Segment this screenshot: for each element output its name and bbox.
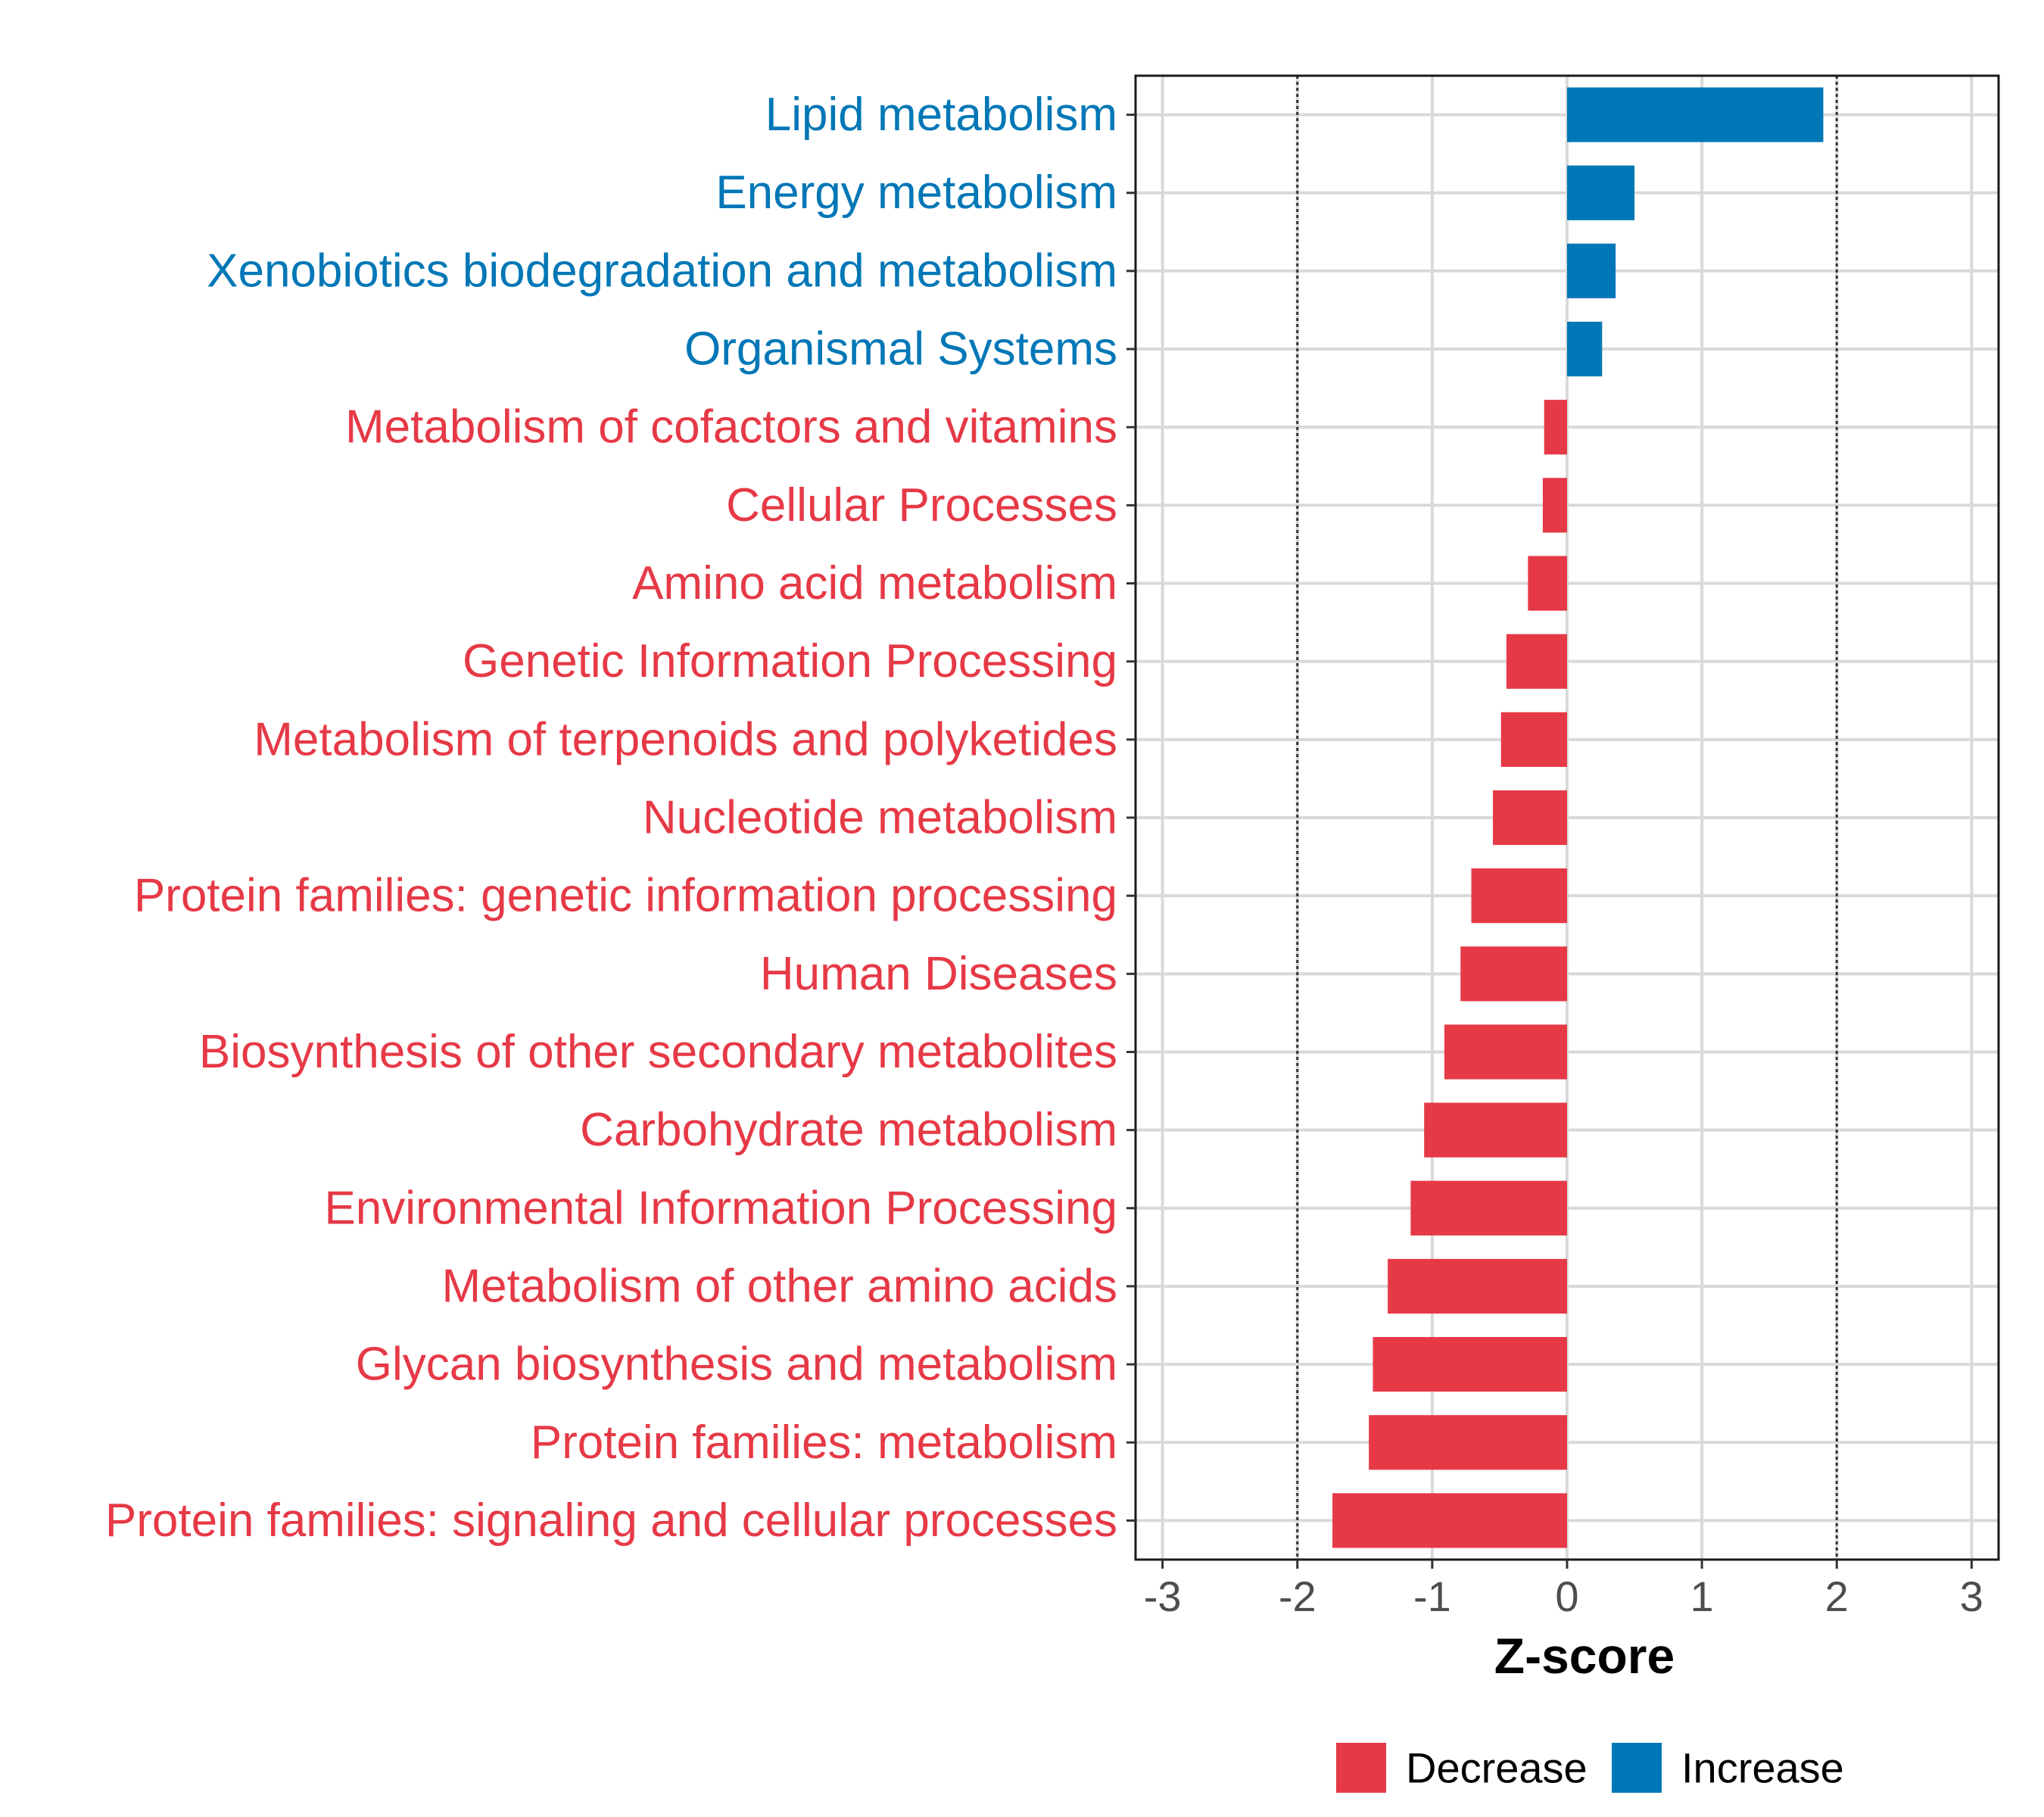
x-tick-label: 3 <box>1960 1572 1983 1620</box>
y-axis: Lipid metabolism Energy metabolism Xenobio… <box>105 89 1136 1547</box>
bar-decrease <box>1493 790 1567 846</box>
x-tick-label: -2 <box>1279 1572 1316 1620</box>
category-label: Metabolism of terpenoids and polyketides <box>254 713 1117 765</box>
category-label: Environmental Information Processing <box>324 1182 1117 1234</box>
category-label: Glycan biosynthesis and metabolism <box>356 1339 1117 1391</box>
bar-decrease <box>1388 1258 1567 1314</box>
category-label: Nucleotide metabolism <box>643 792 1117 844</box>
bar-decrease <box>1542 478 1567 533</box>
category-label: Energy metabolism <box>715 167 1117 219</box>
category-label: Protein families: metabolism <box>531 1417 1117 1469</box>
category-label: Biosynthesis of other secondary metaboli… <box>199 1026 1117 1078</box>
reference-line-layer <box>1296 76 1838 1560</box>
x-tick-label: -1 <box>1413 1572 1451 1620</box>
category-label: Protein families: signaling and cellular… <box>105 1494 1117 1547</box>
x-tick-label: 1 <box>1690 1572 1714 1620</box>
bar-increase <box>1567 321 1603 377</box>
bar-decrease <box>1544 400 1567 455</box>
bar-layer <box>1332 87 1824 1548</box>
bar-decrease <box>1460 946 1567 1002</box>
category-label: Cellular Processes <box>726 479 1117 531</box>
legend-swatch-decrease <box>1336 1743 1386 1793</box>
legend-swatch-increase <box>1612 1743 1662 1793</box>
bar-decrease <box>1528 556 1567 611</box>
bar-increase <box>1567 243 1616 298</box>
legend-label-decrease: Decrease <box>1406 1744 1588 1792</box>
category-label: Metabolism of other amino acids <box>441 1260 1117 1312</box>
bar-decrease <box>1373 1337 1567 1392</box>
category-label: Organismal Systems <box>684 323 1117 376</box>
category-label: Protein families: genetic information pr… <box>134 870 1117 922</box>
bar-decrease <box>1332 1493 1567 1548</box>
category-label: Amino acid metabolism <box>632 557 1117 609</box>
x-axis-title: Z-score <box>1494 1628 1675 1684</box>
category-label: Genetic Information Processing <box>463 635 1117 687</box>
legend: Decrease Increase <box>1336 1743 1844 1793</box>
category-label: Metabolism of cofactors and vitamins <box>345 401 1117 453</box>
bar-decrease <box>1369 1415 1567 1470</box>
category-label: Carbohydrate metabolism <box>580 1104 1117 1156</box>
bar-decrease <box>1500 712 1567 767</box>
bar-decrease <box>1410 1180 1567 1236</box>
legend-label-increase: Increase <box>1681 1744 1844 1792</box>
bar-increase <box>1567 87 1824 142</box>
category-label: Lipid metabolism <box>765 89 1117 141</box>
category-label: Xenobiotics biodegradation and metabolis… <box>207 245 1117 297</box>
bar-decrease <box>1444 1024 1567 1080</box>
bar-increase <box>1567 165 1635 220</box>
x-tick-label: 0 <box>1555 1572 1578 1620</box>
bar-decrease <box>1506 634 1567 689</box>
x-tick-label: 2 <box>1825 1572 1849 1620</box>
bar-decrease <box>1471 868 1567 924</box>
category-label: Human Diseases <box>760 948 1117 1000</box>
bar-decrease <box>1424 1102 1567 1158</box>
x-axis: -3 -2 -1 0 1 2 3 <box>1144 1560 1983 1620</box>
x-tick-label: -3 <box>1144 1572 1182 1620</box>
